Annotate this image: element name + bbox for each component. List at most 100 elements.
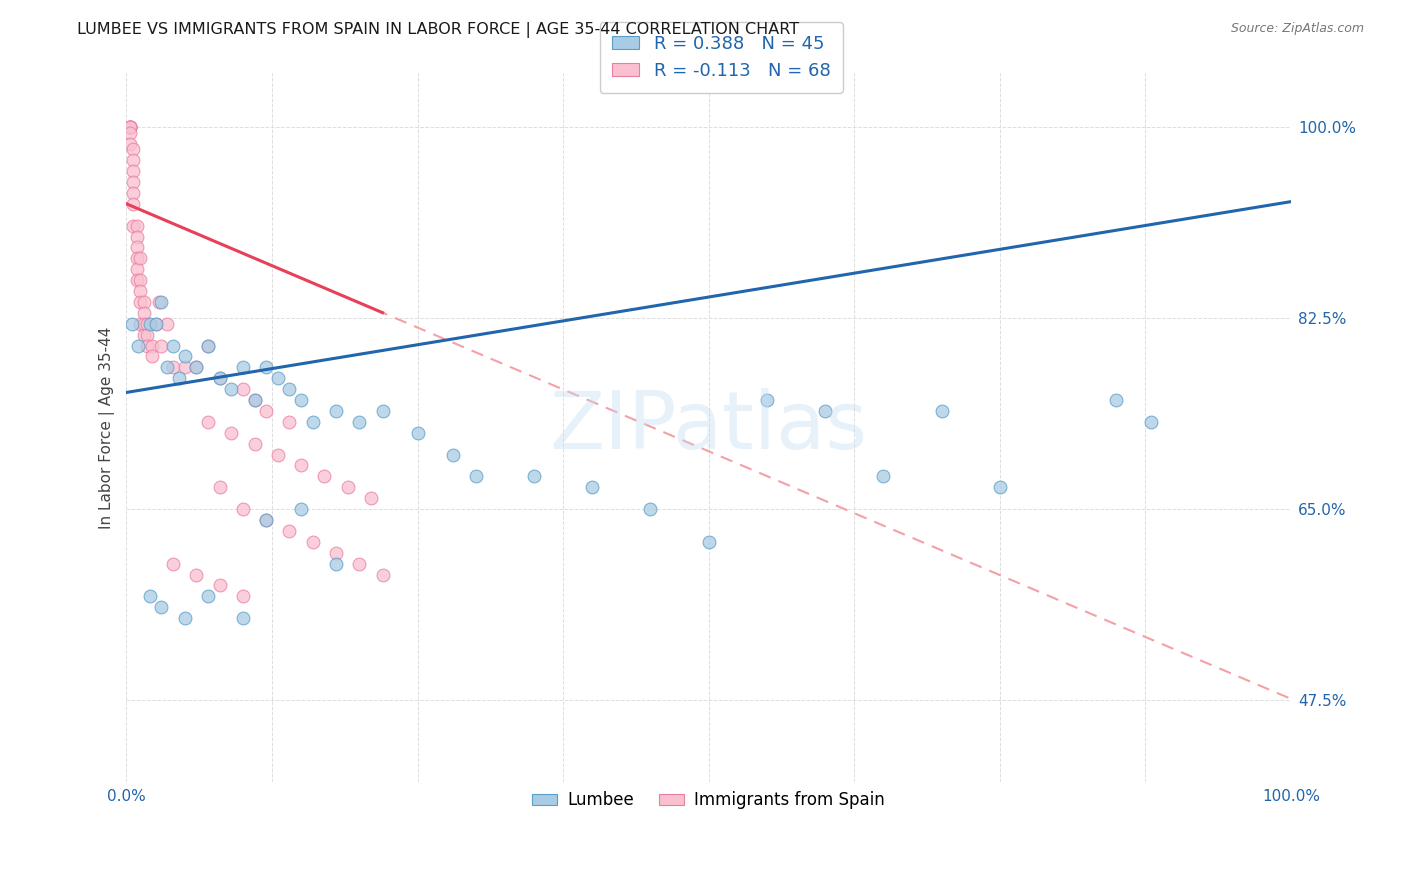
Point <box>325 404 347 418</box>
Point <box>125 262 148 277</box>
Point <box>314 469 336 483</box>
Point <box>278 415 301 429</box>
Point <box>371 404 394 418</box>
Point <box>118 120 141 135</box>
Point <box>136 327 159 342</box>
Point <box>208 480 231 494</box>
Point <box>254 513 277 527</box>
Point <box>122 186 145 200</box>
Point <box>129 295 152 310</box>
Point <box>125 219 148 233</box>
Point <box>278 524 301 538</box>
Point <box>197 338 219 352</box>
Point <box>145 317 167 331</box>
Point <box>219 425 242 440</box>
Point <box>872 469 894 483</box>
Point <box>254 360 277 375</box>
Point <box>150 295 173 310</box>
Point <box>125 252 148 266</box>
Point <box>186 360 208 375</box>
Point <box>219 382 242 396</box>
Point <box>136 338 159 352</box>
Point <box>125 273 148 287</box>
Y-axis label: In Labor Force | Age 35-44: In Labor Force | Age 35-44 <box>100 326 115 529</box>
Point <box>167 371 190 385</box>
Point <box>118 126 141 140</box>
Point <box>129 252 152 266</box>
Point <box>118 120 141 135</box>
Point <box>118 120 141 135</box>
Point <box>173 350 195 364</box>
Point <box>186 360 208 375</box>
Point <box>118 136 141 151</box>
Point <box>141 350 163 364</box>
Point <box>349 415 371 429</box>
Point <box>162 557 184 571</box>
Point <box>325 557 347 571</box>
Point <box>523 469 546 483</box>
Point <box>290 502 312 516</box>
Point <box>162 360 184 375</box>
Point <box>406 425 429 440</box>
Point <box>325 546 347 560</box>
Point <box>197 590 219 604</box>
Point <box>132 306 155 320</box>
Text: LUMBEE VS IMMIGRANTS FROM SPAIN IN LABOR FORCE | AGE 35-44 CORRELATION CHART: LUMBEE VS IMMIGRANTS FROM SPAIN IN LABOR… <box>77 22 800 38</box>
Point <box>162 338 184 352</box>
Point <box>122 164 145 178</box>
Point <box>145 317 167 331</box>
Point <box>267 448 290 462</box>
Point <box>301 415 323 429</box>
Point <box>301 534 323 549</box>
Point <box>640 502 662 516</box>
Point <box>232 502 254 516</box>
Point <box>139 317 162 331</box>
Point <box>232 382 254 396</box>
Point <box>139 590 162 604</box>
Point <box>125 240 148 254</box>
Point <box>125 229 148 244</box>
Point <box>122 153 145 168</box>
Point <box>150 338 173 352</box>
Point <box>278 382 301 396</box>
Point <box>122 142 145 156</box>
Point <box>129 273 152 287</box>
Point <box>243 393 266 408</box>
Point <box>118 120 141 135</box>
Point <box>129 284 152 298</box>
Point <box>208 371 231 385</box>
Point <box>290 393 312 408</box>
Point <box>360 491 382 506</box>
Point <box>136 317 159 331</box>
Point <box>232 360 254 375</box>
Point <box>931 404 953 418</box>
Point <box>1140 415 1163 429</box>
Point <box>208 371 231 385</box>
Point <box>290 458 312 473</box>
Point <box>371 567 394 582</box>
Point <box>156 360 179 375</box>
Point <box>336 480 359 494</box>
Point <box>173 360 195 375</box>
Point <box>232 590 254 604</box>
Point <box>755 393 778 408</box>
Point <box>988 480 1011 494</box>
Point <box>197 338 219 352</box>
Point <box>232 611 254 625</box>
Point <box>122 219 145 233</box>
Text: ZIPatlas: ZIPatlas <box>550 388 868 467</box>
Point <box>208 578 231 592</box>
Point <box>814 404 837 418</box>
Point <box>129 317 152 331</box>
Point <box>150 600 173 615</box>
Point <box>254 404 277 418</box>
Point <box>267 371 290 385</box>
Point <box>127 338 149 352</box>
Point <box>254 513 277 527</box>
Point <box>132 295 155 310</box>
Point <box>141 338 163 352</box>
Point <box>122 175 145 189</box>
Point <box>118 120 141 135</box>
Point <box>118 120 141 135</box>
Point <box>122 196 145 211</box>
